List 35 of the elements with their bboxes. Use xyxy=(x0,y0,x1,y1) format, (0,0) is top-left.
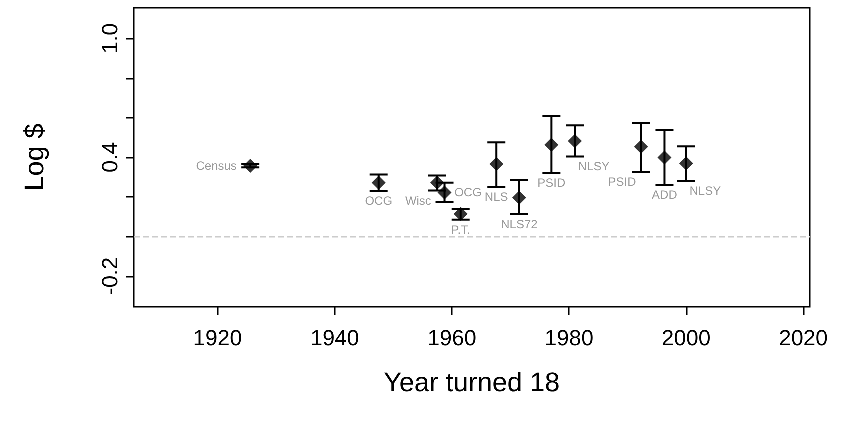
x-tick-label: 2020 xyxy=(779,326,828,350)
y-tick-label: 1.0 xyxy=(98,23,122,54)
point xyxy=(512,190,526,205)
annotation: PSID xyxy=(538,176,566,190)
point xyxy=(244,159,258,174)
annotation: P.T. xyxy=(451,222,470,237)
point xyxy=(634,140,648,154)
x-tick-label: 1920 xyxy=(193,326,242,350)
annotation: PSID xyxy=(608,174,637,189)
x-tick-label: 1960 xyxy=(428,326,477,350)
point xyxy=(658,150,672,165)
x-tick-label: 2000 xyxy=(662,326,711,350)
point xyxy=(544,138,559,152)
point xyxy=(490,157,504,172)
x-axis-title: Year turned 18 xyxy=(384,368,560,398)
x-tick-label: 1980 xyxy=(544,326,594,350)
annotation: NLS72 xyxy=(501,218,538,232)
y-tick-label: -0.2 xyxy=(98,257,122,296)
annotation: NLSY xyxy=(578,160,610,174)
y-axis-title: Log $ xyxy=(20,124,50,192)
point xyxy=(679,156,694,171)
point xyxy=(438,186,452,200)
annotation: ADD xyxy=(652,188,678,202)
annotation: OCG xyxy=(365,194,393,208)
annotation: Census xyxy=(196,159,237,174)
annotation: NLSY xyxy=(690,184,722,198)
annotation: OCG xyxy=(454,186,482,200)
annotation: NLS xyxy=(484,190,508,204)
point xyxy=(454,207,468,222)
y-tick-label: 0.4 xyxy=(98,142,122,173)
annotation: Wisc xyxy=(405,194,432,208)
x-tick-label: 1940 xyxy=(310,326,360,350)
point xyxy=(430,176,444,190)
point xyxy=(568,134,582,148)
point xyxy=(372,176,386,190)
